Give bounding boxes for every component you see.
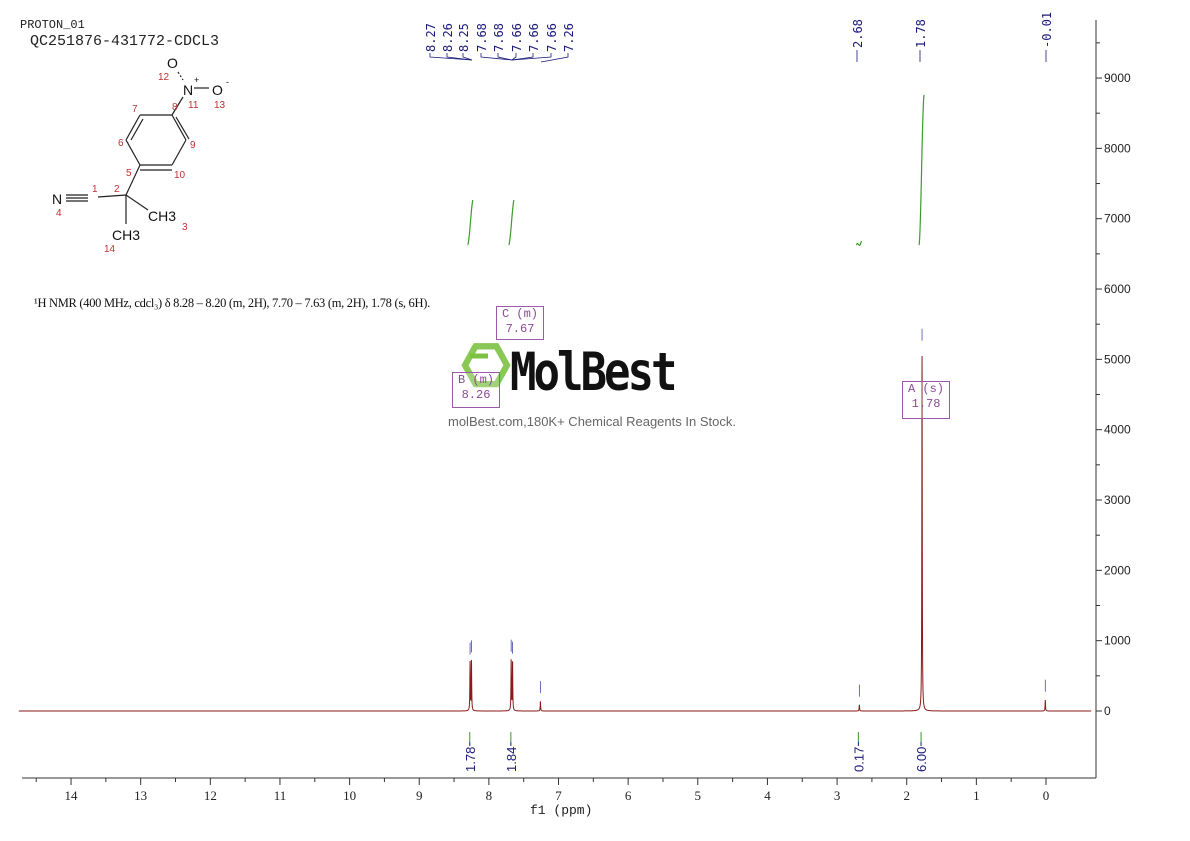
spectrum-trace	[18, 356, 1092, 712]
x-tick-label: 7	[555, 788, 562, 803]
atom-n11: N	[183, 82, 193, 98]
atom-n4: N	[52, 191, 62, 207]
atom-o13: O	[212, 82, 223, 98]
atom-number: 2	[114, 184, 120, 195]
atom-number: 14	[104, 244, 116, 255]
y-tick-label: 3000	[1104, 493, 1131, 507]
y-tick-label: 4000	[1104, 423, 1131, 437]
peak-shift-label: 2.68	[851, 19, 865, 48]
charge-plus: +	[194, 75, 199, 85]
integral-curve	[467, 199, 474, 246]
peak-shift-label: 8.27	[424, 23, 438, 52]
atom-number: 10	[174, 170, 186, 181]
x-tick-label: 11	[274, 788, 287, 803]
peak-label-connector	[480, 53, 513, 61]
y-tick-label: 5000	[1104, 352, 1131, 366]
y-tick-label: 0	[1104, 704, 1111, 718]
peak-shift-label: 7.66	[510, 23, 524, 52]
y-tick-label: 7000	[1104, 212, 1131, 226]
x-tick-label: 1	[973, 788, 980, 803]
multiplet-box-a: A (s) 1.78	[902, 381, 950, 419]
peak-shift-label: 8.26	[441, 23, 455, 52]
peak-label-connector	[511, 53, 552, 61]
peak-label-connector	[540, 53, 569, 63]
atom-o12: O	[167, 55, 178, 71]
x-axis-label: f1 (ppm)	[530, 803, 593, 818]
experiment-name: PROTON_01	[20, 18, 85, 32]
atom-number: 1	[92, 184, 98, 195]
multiplet-type: (m)	[472, 373, 494, 387]
x-tick-label: 2	[903, 788, 910, 803]
multiplet-shift: 8.26	[461, 388, 491, 402]
atom-number: 7	[132, 104, 138, 115]
y-tick-label: 9000	[1104, 71, 1131, 85]
atom-number: 13	[214, 100, 226, 111]
peak-shift-label: 1.78	[914, 19, 928, 48]
x-tick-label: 3	[834, 788, 841, 803]
multiplet-box-b: B (m) 8.26	[452, 372, 500, 408]
multiplet-id: A	[907, 382, 916, 396]
atom-number: 3	[182, 222, 188, 233]
x-tick-label: 14	[65, 788, 79, 803]
watermark-tagline: molBest.com,180K+ Chemical Reagents In S…	[448, 414, 736, 429]
atom-number: 12	[158, 72, 170, 83]
peak-shift-label: 7.66	[545, 23, 559, 52]
peak-label-connector	[429, 53, 473, 61]
x-tick-label: 8	[486, 788, 493, 803]
atom-number: 8	[172, 102, 178, 113]
atom-number: 4	[56, 208, 62, 219]
nmr-description: ¹H NMR (400 MHz, cdcl₃) δ 8.28 – 8.20 (m…	[34, 296, 430, 310]
peak-label-connector	[446, 53, 473, 61]
multiplet-box-c: C (m) 7.67	[496, 306, 544, 340]
x-tick-label: 9	[416, 788, 423, 803]
watermark-brand: MolBest	[510, 341, 677, 403]
peak-label-connector	[511, 53, 517, 61]
atom-number: 5	[126, 168, 132, 179]
peak-shift-label: 7.66	[527, 23, 541, 52]
y-tick-label: 6000	[1104, 282, 1131, 296]
multiplet-id: C	[501, 307, 510, 321]
x-tick-label: 5	[695, 788, 702, 803]
atom-number: 11	[188, 100, 199, 111]
charge-minus: -	[226, 77, 229, 87]
integral-value: 0.17	[851, 747, 866, 772]
multiplet-shift: 7.67	[505, 322, 535, 336]
multiplet-type: (s)	[922, 382, 944, 396]
peak-shift-label: 7.68	[475, 23, 489, 52]
x-tick-label: 10	[343, 788, 356, 803]
y-tick-label: 2000	[1104, 563, 1131, 577]
x-tick-label: 4	[764, 788, 771, 803]
atom-ch3-14: CH3	[112, 227, 140, 243]
atom-ch3-3: CH3	[148, 208, 176, 224]
multiplet-type: (m)	[516, 307, 538, 321]
integral-value: 6.00	[914, 747, 929, 772]
molbest-logo-icon	[461, 343, 511, 388]
atom-number: 6	[118, 138, 124, 149]
integral-value: 1.78	[463, 747, 478, 772]
multiplet-id: B	[457, 373, 466, 387]
integral-curve	[855, 240, 862, 246]
peak-shift-label: -0.01	[1040, 12, 1054, 48]
peak-label-connector	[511, 53, 534, 61]
integral-curve	[918, 94, 925, 246]
x-tick-label: 13	[134, 788, 147, 803]
peak-label-connector	[462, 53, 473, 61]
peak-shift-label: 7.26	[562, 23, 576, 52]
peak-label-connector	[497, 53, 513, 61]
integral-value: 1.84	[504, 747, 519, 772]
atom-number: 9	[190, 140, 196, 151]
x-tick-label: 0	[1043, 788, 1050, 803]
x-tick-label: 12	[204, 788, 217, 803]
y-tick-label: 1000	[1104, 634, 1131, 648]
multiplet-shift: 1.78	[911, 397, 941, 411]
y-tick-label: 8000	[1104, 141, 1131, 155]
sample-id: QC251876-431772-CDCL3	[30, 33, 220, 50]
x-tick-label: 6	[625, 788, 632, 803]
peak-shift-label: 7.68	[492, 23, 506, 52]
integral-curve	[508, 199, 515, 246]
peak-shift-label: 8.25	[457, 23, 471, 52]
